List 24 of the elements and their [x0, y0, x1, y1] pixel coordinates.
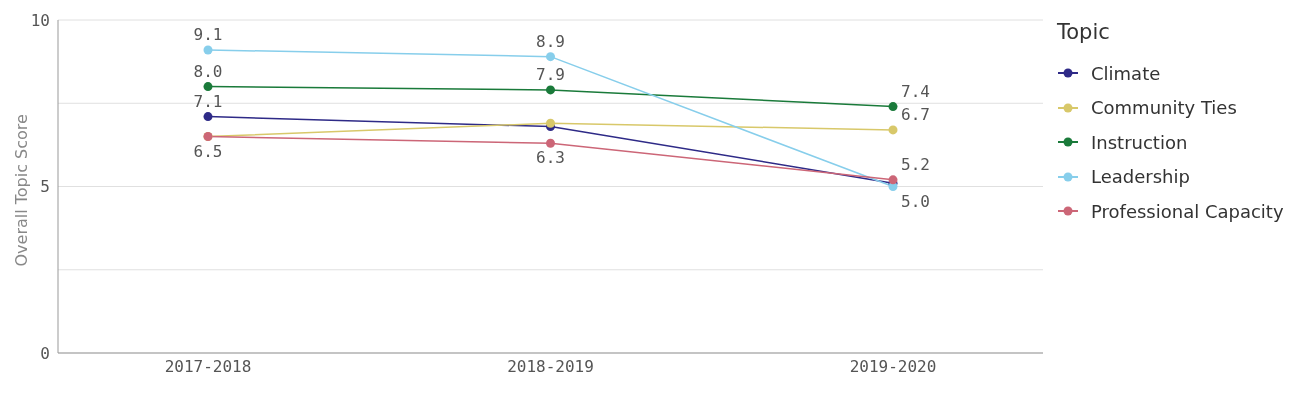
y-tick-label: 0 — [40, 343, 50, 363]
data-label: 9.1 — [193, 24, 223, 44]
y-tick-label: 10 — [30, 10, 50, 30]
data-label: 5.0 — [901, 191, 930, 211]
x-tick-label: 2019-2020 — [849, 357, 937, 377]
legend-label: Professional Capacity — [1090, 199, 1285, 224]
legend-title: Topic — [1057, 20, 1111, 44]
data-label: 7.9 — [536, 64, 565, 84]
legend-label: Climate — [1090, 61, 1162, 86]
y-axis-title: Overall Topic Score — [11, 114, 31, 267]
data-label: 8.0 — [193, 61, 223, 81]
legend-label: Leadership — [1090, 165, 1191, 190]
data-label: 5.2 — [901, 154, 930, 174]
legend-label: Community Ties — [1090, 96, 1238, 121]
data-label: 7.1 — [193, 91, 223, 111]
y-tick-label: 5 — [40, 177, 50, 197]
x-tick-label: 2018-2019 — [507, 357, 594, 377]
data-label: 6.5 — [193, 141, 223, 161]
legend-label: Instruction — [1090, 130, 1189, 155]
data-label: 8.9 — [536, 31, 565, 51]
data-label: 6.3 — [536, 148, 565, 168]
data-label: 6.7 — [901, 104, 930, 124]
data-label: 7.4 — [901, 81, 930, 101]
x-tick-label: 2017-2018 — [164, 357, 252, 377]
